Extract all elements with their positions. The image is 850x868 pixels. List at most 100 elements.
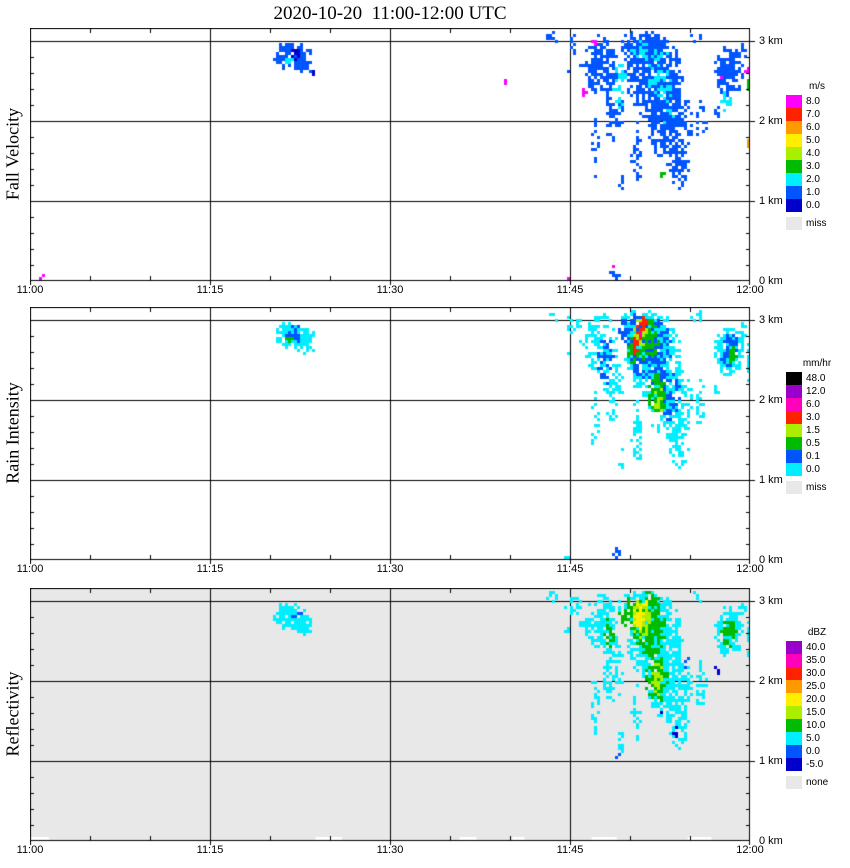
legend-entry-label: 6.0 — [806, 122, 820, 133]
legend-entry-label: none — [806, 777, 829, 788]
legend-entry: 8.0 — [786, 95, 848, 108]
legend-swatch — [786, 450, 802, 463]
legend-swatch — [786, 398, 802, 411]
legend-swatch — [786, 385, 802, 398]
legend-entry-label: 4.0 — [806, 148, 820, 159]
legend-entry: 15.0 — [786, 706, 848, 719]
legend-swatch — [786, 173, 802, 186]
legend-entry: 20.0 — [786, 693, 848, 706]
legend-entry: 0.0 — [786, 463, 848, 476]
legend-entry-label: 8.0 — [806, 96, 820, 107]
legend-entry-label: 40.0 — [806, 642, 826, 653]
legend-entry: 0.1 — [786, 450, 848, 463]
legend-entry: 0.0 — [786, 745, 848, 758]
legend-entry-label: 1.0 — [806, 187, 820, 198]
legend-entry-label: 12.0 — [806, 386, 826, 397]
y-tick-label: 0 km — [759, 835, 783, 847]
heatmap-canvas-fall-velocity — [30, 28, 758, 289]
legend-entry: 6.0 — [786, 121, 848, 134]
legend-entry-label: 0.0 — [806, 464, 820, 475]
legend-entry: 35.0 — [786, 654, 848, 667]
x-tick-label: 11:00 — [16, 563, 44, 575]
x-tick-label: 11:45 — [556, 563, 584, 575]
legend-swatch — [786, 121, 802, 134]
color-legend-fall-velocity: m/s 8.0 7.0 6.0 5.0 4.0 3.0 2.0 1.0 0.0 miss — [786, 80, 848, 230]
legend-entry: 5.0 — [786, 134, 848, 147]
heatmap-canvas-rain-intensity — [30, 307, 758, 568]
legend-entry: 1.0 — [786, 186, 848, 199]
color-legend-reflectivity: dBZ 40.0 35.0 30.0 25.0 20.0 15.0 10.0 5.0 0.0 -5… — [786, 626, 848, 789]
legend-swatch — [786, 186, 802, 199]
legend-swatch — [786, 134, 802, 147]
legend-entry-label: 5.0 — [806, 135, 820, 146]
legend-entry: 0.5 — [786, 437, 848, 450]
x-tick-label: 12:00 — [736, 844, 764, 856]
legend-swatch — [786, 437, 802, 450]
plot-area-rain-intensity — [30, 307, 758, 568]
legend-entry-label: miss — [806, 218, 827, 229]
legend-swatch — [786, 706, 802, 719]
legend-entry: 48.0 — [786, 372, 848, 385]
heatmap-canvas-reflectivity — [30, 588, 758, 849]
legend-entry: 7.0 — [786, 108, 848, 121]
figure-title: 2020-10-20 11:00-12:00 UTC — [273, 3, 507, 24]
y-axis-title-rain-intensity: Rain Intensity — [2, 382, 23, 484]
legend-entry: 6.0 — [786, 398, 848, 411]
y-tick-label: 2 km — [759, 394, 783, 406]
plot-area-fall-velocity — [30, 28, 758, 289]
legend-swatch — [786, 667, 802, 680]
legend-entry: 2.0 — [786, 173, 848, 186]
legend-entry: miss — [786, 481, 848, 494]
y-tick-label: 0 km — [759, 275, 783, 287]
legend-entry-label: -5.0 — [806, 759, 824, 770]
legend-swatch — [786, 147, 802, 160]
legend-swatch — [786, 732, 802, 745]
legend-entry-label: 10.0 — [806, 720, 826, 731]
y-tick-label: 1 km — [759, 474, 783, 486]
legend-entry: 25.0 — [786, 680, 848, 693]
legend-swatch — [786, 680, 802, 693]
legend-entry-label: miss — [806, 482, 827, 493]
x-tick-label: 11:45 — [556, 844, 584, 856]
legend-entry: 1.5 — [786, 424, 848, 437]
y-tick-label: 0 km — [759, 554, 783, 566]
x-tick-label: 11:15 — [196, 284, 224, 296]
legend-entry-label: 1.5 — [806, 425, 820, 436]
legend-swatch — [786, 424, 802, 437]
legend-swatch — [786, 372, 802, 385]
color-legend-rain-intensity: mm/hr 48.0 12.0 6.0 3.0 1.5 0.5 0.1 0.0 miss — [786, 357, 848, 494]
legend-entry: 5.0 — [786, 732, 848, 745]
legend-entry-label: 0.0 — [806, 200, 820, 211]
legend-swatch — [786, 693, 802, 706]
legend-swatch — [786, 654, 802, 667]
panel-fall-velocity: Fall Velocity 0 km 1 km 2 km 3 km 11:00 11:1… — [0, 28, 850, 296]
y-tick-label: 2 km — [759, 115, 783, 127]
legend-swatch — [786, 108, 802, 121]
legend-swatch — [786, 758, 802, 771]
x-tick-label: 12:00 — [736, 563, 764, 575]
legend-entry: 12.0 — [786, 385, 848, 398]
legend-entry-label: 48.0 — [806, 373, 826, 384]
legend-swatch — [786, 641, 802, 654]
legend-swatch — [786, 199, 802, 212]
legend-entry-label: 3.0 — [806, 412, 820, 423]
legend-entry-label: 2.0 — [806, 174, 820, 185]
x-tick-label: 11:30 — [376, 284, 404, 296]
legend-swatch — [786, 95, 802, 108]
legend-entry-label: 0.0 — [806, 746, 820, 757]
legend-entry: 30.0 — [786, 667, 848, 680]
x-tick-label: 11:15 — [196, 563, 224, 575]
legend-entry-label: 25.0 — [806, 681, 826, 692]
panel-reflectivity: Reflectivity 0 km 1 km 2 km 3 km 11:00 11:15… — [0, 588, 850, 856]
y-tick-label: 3 km — [759, 595, 783, 607]
legend-swatch — [786, 160, 802, 173]
legend-entry-label: 3.0 — [806, 161, 820, 172]
y-axis-title-reflectivity: Reflectivity — [2, 671, 23, 757]
legend-entry: 3.0 — [786, 411, 848, 424]
legend-entry: 4.0 — [786, 147, 848, 160]
legend-entry-label: 15.0 — [806, 707, 826, 718]
legend-entry-label: 6.0 — [806, 399, 820, 410]
legend-entry-label: 20.0 — [806, 694, 826, 705]
legend-swatch — [786, 745, 802, 758]
